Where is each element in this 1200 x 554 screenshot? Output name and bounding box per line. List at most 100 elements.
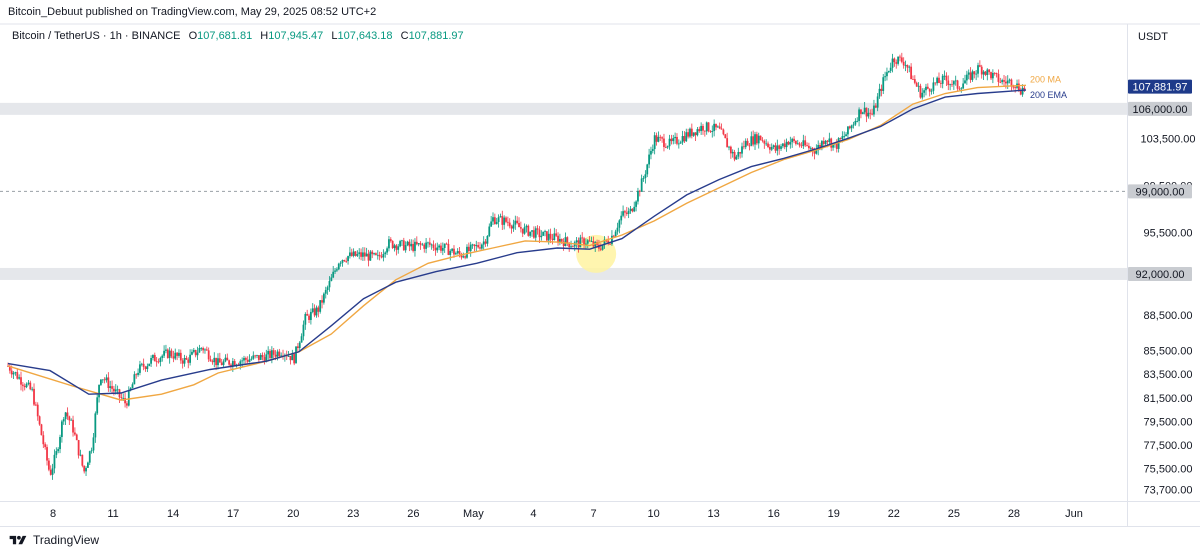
candle[interactable] xyxy=(802,134,805,150)
candle[interactable] xyxy=(718,122,721,130)
candle[interactable] xyxy=(650,146,652,160)
candle[interactable] xyxy=(486,235,489,247)
candle[interactable] xyxy=(332,265,335,279)
candle[interactable] xyxy=(51,463,54,480)
candle[interactable] xyxy=(419,241,422,250)
candle[interactable] xyxy=(105,374,108,383)
candle[interactable] xyxy=(506,216,509,227)
candle[interactable] xyxy=(436,242,439,253)
candle[interactable] xyxy=(638,189,641,197)
candle[interactable] xyxy=(427,241,429,248)
candle[interactable] xyxy=(70,418,73,421)
candle[interactable] xyxy=(796,139,799,145)
candle[interactable] xyxy=(733,149,736,162)
candle[interactable] xyxy=(988,69,991,75)
candle[interactable] xyxy=(982,70,985,80)
candle[interactable] xyxy=(265,349,268,363)
candle[interactable] xyxy=(993,72,996,76)
candle[interactable] xyxy=(889,62,892,74)
candle[interactable] xyxy=(228,359,231,367)
candle[interactable] xyxy=(997,69,1000,87)
candle[interactable] xyxy=(910,63,913,80)
candle[interactable] xyxy=(345,257,348,263)
candle[interactable] xyxy=(852,121,855,129)
candle[interactable] xyxy=(551,233,554,245)
candle[interactable] xyxy=(995,72,998,78)
candle[interactable] xyxy=(763,139,766,149)
candle[interactable] xyxy=(923,88,926,98)
candle[interactable] xyxy=(542,231,545,237)
candle[interactable] xyxy=(270,346,273,364)
candle[interactable] xyxy=(685,128,688,142)
candle[interactable] xyxy=(207,347,210,363)
candle[interactable] xyxy=(690,123,693,139)
candle[interactable] xyxy=(23,383,26,391)
candle[interactable] xyxy=(77,439,80,459)
candle[interactable] xyxy=(395,244,398,256)
candle[interactable] xyxy=(165,344,167,354)
candle[interactable] xyxy=(510,224,513,234)
candle[interactable] xyxy=(367,249,370,267)
candle[interactable] xyxy=(139,360,141,376)
candle[interactable] xyxy=(677,139,680,149)
candle[interactable] xyxy=(384,251,387,258)
candle[interactable] xyxy=(973,70,976,79)
candle[interactable] xyxy=(884,71,886,82)
candle[interactable] xyxy=(854,118,857,126)
candle[interactable] xyxy=(16,368,19,380)
candle[interactable] xyxy=(624,209,626,219)
candle[interactable] xyxy=(657,131,660,143)
candle[interactable] xyxy=(47,457,50,472)
candle[interactable] xyxy=(445,242,448,245)
candle[interactable] xyxy=(508,218,511,229)
candle[interactable] xyxy=(467,242,470,253)
candle[interactable] xyxy=(941,73,944,89)
candle[interactable] xyxy=(912,75,914,80)
candle[interactable] xyxy=(781,143,784,149)
candle[interactable] xyxy=(755,131,758,146)
candle[interactable] xyxy=(354,251,357,257)
candle[interactable] xyxy=(659,134,662,142)
candle[interactable] xyxy=(661,136,664,143)
candle[interactable] xyxy=(490,215,493,228)
candle[interactable] xyxy=(430,243,433,250)
candle[interactable] xyxy=(404,241,407,253)
candle[interactable] xyxy=(518,217,520,228)
candle[interactable] xyxy=(319,300,322,314)
candle[interactable] xyxy=(603,236,606,249)
candle[interactable] xyxy=(111,380,113,395)
candle[interactable] xyxy=(908,65,911,73)
candle[interactable] xyxy=(523,223,526,235)
candle[interactable] xyxy=(939,80,942,88)
candle[interactable] xyxy=(689,127,691,139)
candle[interactable] xyxy=(780,143,782,152)
candle[interactable] xyxy=(670,134,673,145)
candle[interactable] xyxy=(1016,79,1018,90)
time-axis[interactable]: 8 11 14 17 20 23 26 May 4 7 10 13 16 19 22 25 28 Jun xyxy=(50,508,1083,520)
candle[interactable] xyxy=(347,255,349,265)
candle[interactable] xyxy=(703,130,706,137)
candle[interactable] xyxy=(930,88,933,95)
candle[interactable] xyxy=(153,352,156,362)
candle[interactable] xyxy=(902,57,905,69)
candle[interactable] xyxy=(185,355,188,360)
candle[interactable] xyxy=(113,385,115,396)
candle[interactable] xyxy=(791,137,794,148)
candle[interactable] xyxy=(170,348,173,359)
candle[interactable] xyxy=(640,174,643,192)
candle[interactable] xyxy=(1014,86,1017,93)
candle[interactable] xyxy=(917,82,920,92)
candle[interactable] xyxy=(315,305,318,318)
candle[interactable] xyxy=(18,374,21,380)
candle[interactable] xyxy=(96,393,99,415)
candle[interactable] xyxy=(532,226,535,239)
candle[interactable] xyxy=(947,75,950,91)
candle[interactable] xyxy=(765,139,768,146)
candle[interactable] xyxy=(921,88,924,100)
candle[interactable] xyxy=(772,144,775,150)
candle[interactable] xyxy=(895,59,898,69)
candle[interactable] xyxy=(622,205,624,218)
candle[interactable] xyxy=(243,355,245,365)
candle[interactable] xyxy=(336,267,338,273)
